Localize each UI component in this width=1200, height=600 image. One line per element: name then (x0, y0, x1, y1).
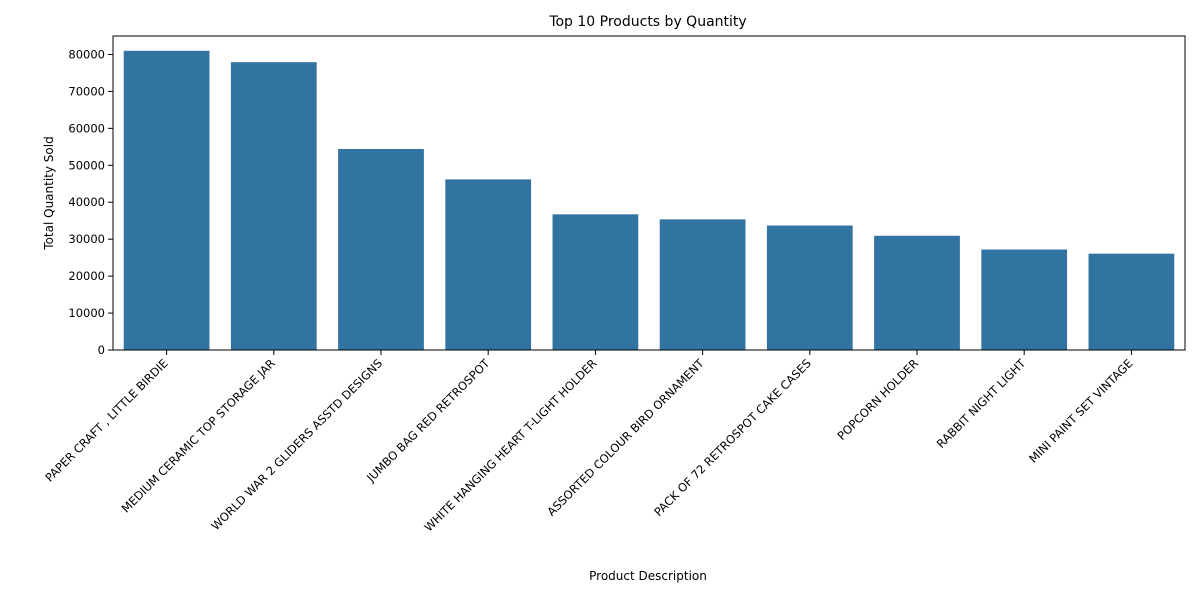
y-tick-label: 0 (98, 343, 105, 357)
x-tick-label: JUMBO BAG RED RETROSPOT (363, 356, 493, 486)
plot-frame (112, 35, 1186, 351)
y-tick-label: 30000 (68, 232, 105, 246)
y-tick-label: 10000 (68, 306, 105, 320)
y-tick-label: 60000 (68, 121, 105, 135)
bar (1088, 253, 1175, 350)
y-tick-label: 40000 (68, 195, 105, 209)
bar (552, 214, 639, 350)
x-tick-label: WHITE HANGING HEART T-LIGHT HOLDER (421, 356, 599, 534)
y-axis-label: Total Quantity Sold (42, 136, 56, 250)
x-tick-label: POPCORN HOLDER (835, 356, 922, 443)
bar (766, 225, 853, 350)
bar (230, 62, 317, 351)
y-axis: 0 10000 20000 30000 40000 50000 60000 70000 8000… (68, 47, 113, 357)
plot-area (112, 35, 1186, 351)
y-tick-label: 50000 (68, 158, 105, 172)
bar (445, 179, 532, 350)
x-tick-label: MINI PAINT SET VINTAGE (1026, 356, 1135, 465)
bar (338, 148, 424, 350)
y-tick-label: 70000 (68, 84, 105, 98)
bar (123, 50, 210, 350)
bar (874, 235, 960, 350)
x-tick-label: RABBIT NIGHT LIGHT (934, 356, 1029, 451)
y-tick-label: 80000 (68, 47, 105, 61)
bar (981, 249, 1068, 350)
y-tick-label: 20000 (68, 269, 105, 283)
bar (659, 219, 746, 350)
chart-title: Top 10 Products by Quantity (548, 14, 746, 30)
x-tick-label: WORLD WAR 2 GLIDERS ASSTD DESIGNS (208, 356, 385, 533)
x-axis-label: Product Description (589, 569, 707, 583)
x-tick-label: PAPER CRAFT , LITTLE BIRDIE (42, 356, 170, 484)
